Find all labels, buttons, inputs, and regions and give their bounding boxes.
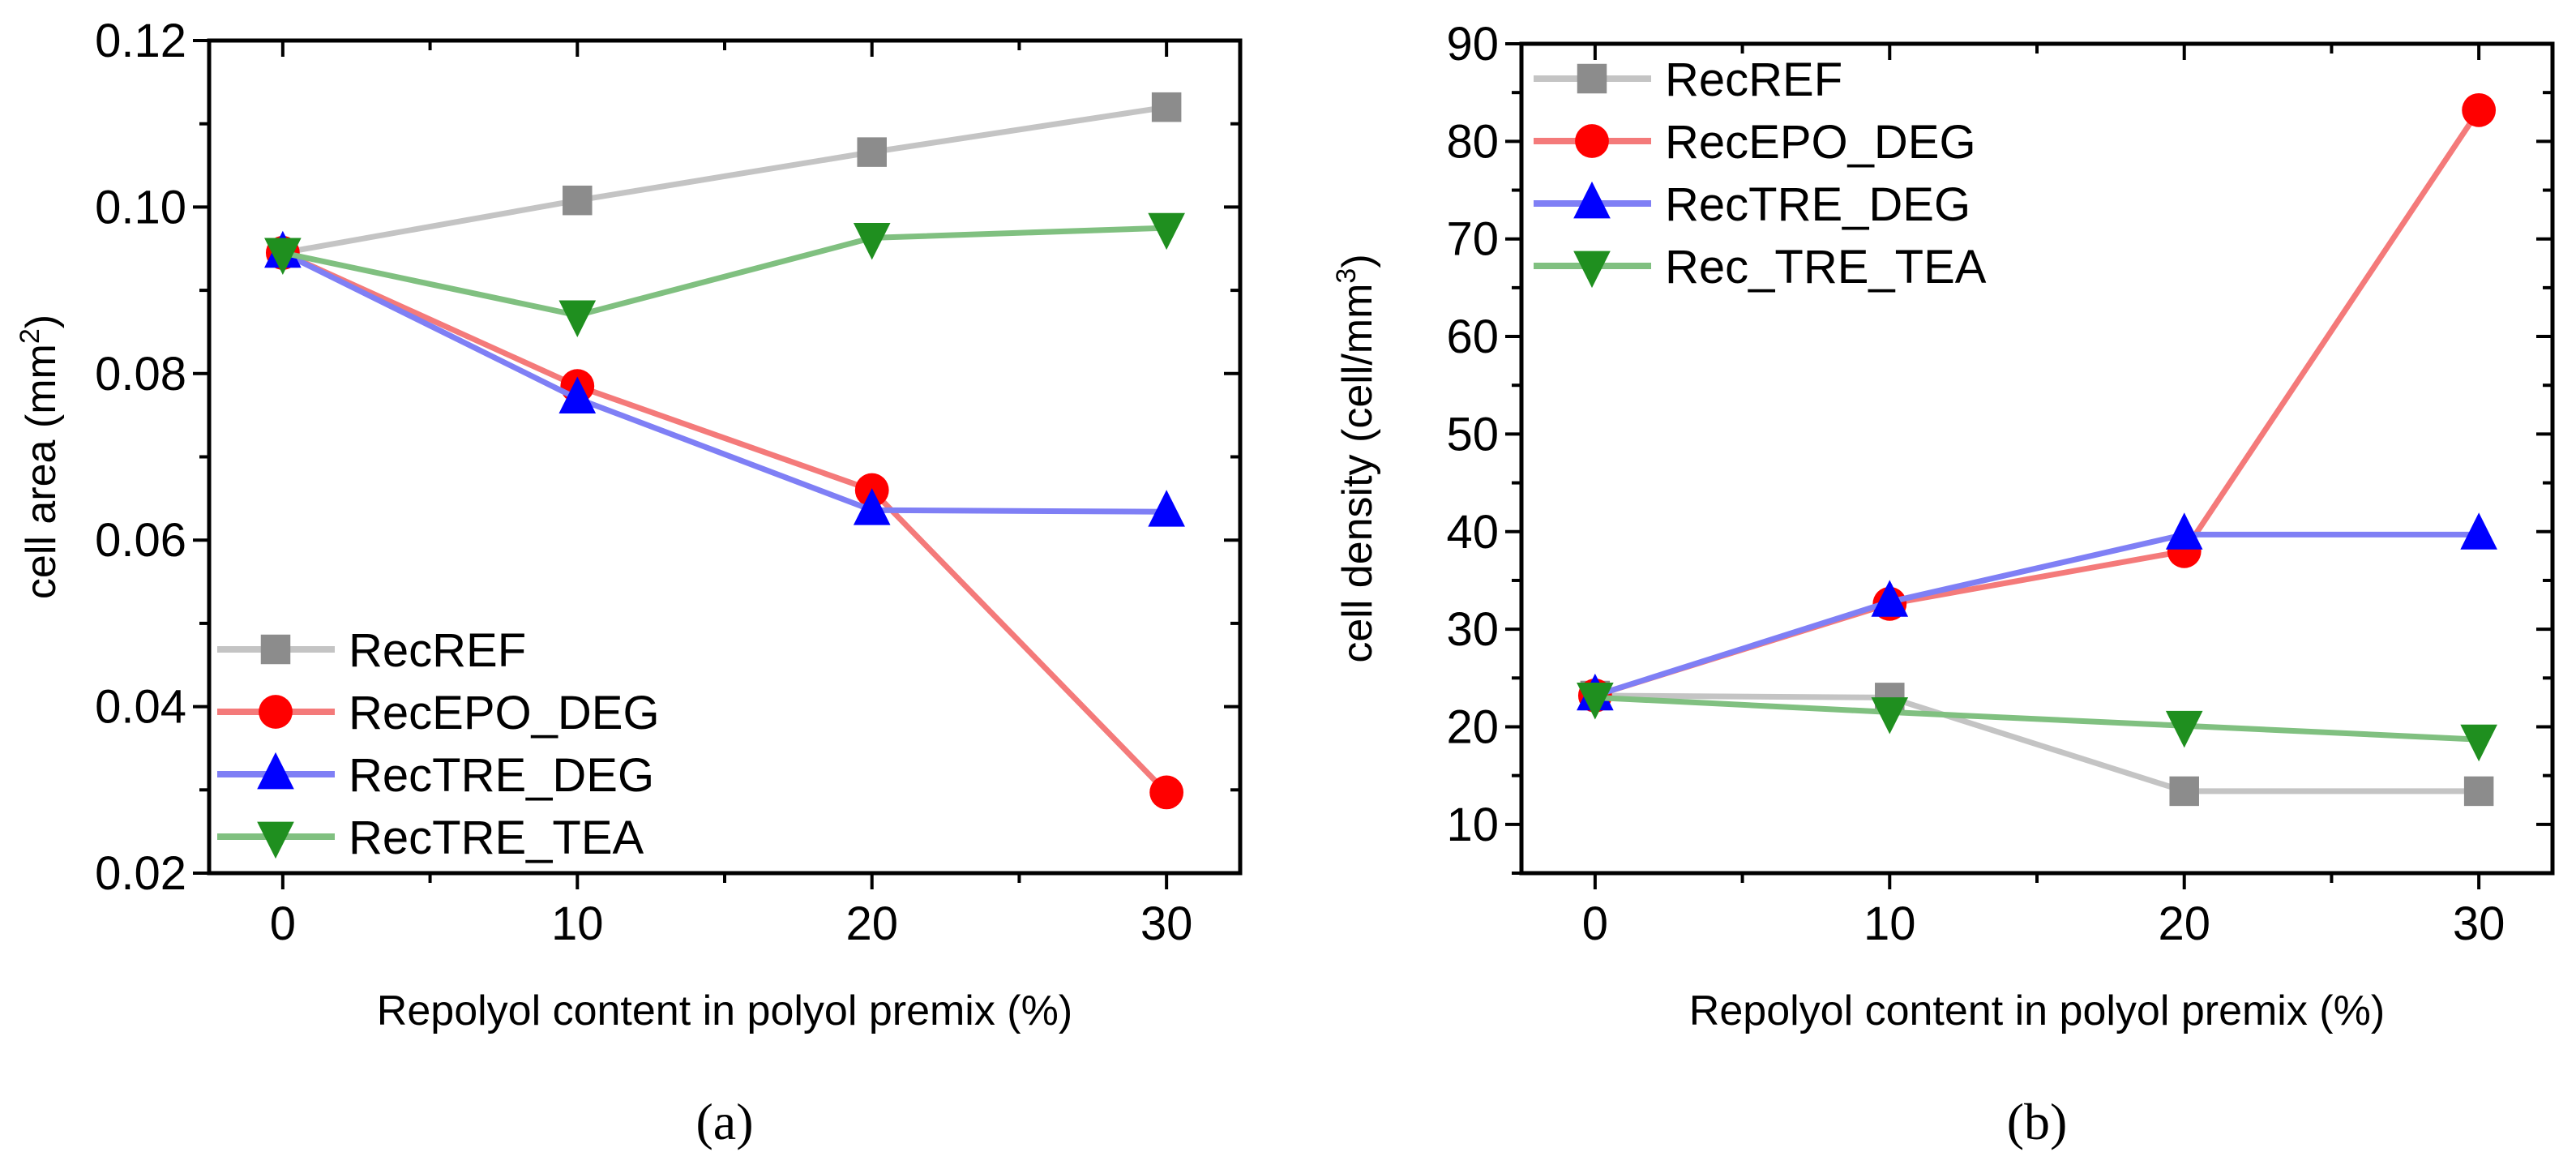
legend-label: RecTRE_TEA [349, 812, 644, 864]
data-point [857, 137, 887, 167]
legend-marker [1573, 181, 1611, 219]
y-axis-label: cell density (cell/mm3) [1331, 254, 1381, 662]
x-tick-label: 10 [551, 897, 604, 950]
legend-item: RecREF [1534, 54, 1842, 106]
y-tick-label: 20 [1446, 700, 1499, 753]
legend-label: RecREF [349, 624, 526, 677]
legend-marker [257, 752, 294, 790]
data-point [2169, 776, 2199, 807]
y-tick-label: 30 [1446, 603, 1499, 656]
chart-cell-area: 0 10 20 30 0.02 0.04 0.06 0.08 0.10 0.12 Repolyol … [15, 15, 1243, 1150]
data-point [264, 238, 302, 275]
legend-marker [1577, 63, 1607, 94]
legend: RecREF RecEPO_DEG RecTRE_DEG RecTRE_TEA [217, 624, 660, 864]
y-tick-label: 90 [1446, 18, 1499, 71]
data-point [1149, 775, 1184, 810]
legend-item: RecTRE_DEG [1534, 178, 1971, 231]
data-point [2165, 710, 2203, 748]
y-tick-label: 60 [1446, 311, 1499, 363]
y-tick-label: 0.10 [95, 181, 186, 233]
data-point [853, 223, 891, 260]
data-point [1151, 92, 1182, 122]
x-tick-label: 30 [1140, 897, 1193, 950]
chart-cell-density: 0 10 20 30 10 20 30 40 50 60 70 80 90 Repolyol conten… [1331, 18, 2555, 1150]
series-rectre-tea [264, 212, 1185, 338]
legend-label: RecREF [1665, 54, 1842, 106]
series-line [282, 104, 1167, 256]
data-point [563, 185, 593, 216]
y-tick-label: 50 [1446, 408, 1499, 460]
series-line [1594, 694, 2480, 743]
x-axis-label: Repolyol content in polyol premix (%) [377, 987, 1072, 1034]
y-tick-label: 10 [1446, 799, 1499, 851]
x-axis-label: Repolyol content in polyol premix (%) [1689, 987, 2385, 1034]
panel-label: (a) [695, 1093, 753, 1150]
legend-item: RecREF [217, 624, 526, 677]
panel-label: (b) [2007, 1093, 2068, 1150]
y-axis-label: cell area (mm2) [15, 315, 65, 599]
legend-label: Rec_TRE_TEA [1665, 241, 1987, 293]
legend-item: RecTRE_DEG [217, 749, 654, 802]
legend: RecREF RecEPO_DEG RecTRE_DEG Rec_TRE_TEA [1534, 54, 1987, 293]
y-tick-label: 0.02 [95, 847, 186, 900]
data-point [558, 300, 597, 338]
data-point [853, 488, 891, 525]
series-rectre-deg [1577, 512, 2497, 711]
x-tick-label: 20 [2158, 897, 2210, 950]
x-tick-label: 20 [845, 897, 898, 950]
legend-item: Rec_TRE_TEA [1534, 241, 1987, 293]
legend-marker [1575, 124, 1609, 158]
legend-marker [1573, 251, 1611, 289]
legend-marker [259, 695, 293, 729]
data-point [1148, 212, 1185, 251]
series-line [282, 225, 1167, 319]
data-point [2463, 776, 2494, 807]
y-tick-label: 0.06 [95, 514, 186, 567]
data-point [558, 376, 597, 413]
x-tick-label: 0 [270, 897, 296, 950]
legend-marker [260, 634, 291, 665]
legend-label: RecTRE_DEG [1665, 178, 1971, 231]
y-tick-label: 70 [1446, 213, 1499, 266]
data-point [1577, 683, 1614, 720]
series-line [1594, 692, 2480, 795]
x-tick-label: 0 [1582, 897, 1608, 950]
series-recref [1580, 680, 2494, 807]
y-tick-label: 40 [1446, 506, 1499, 559]
data-point [1148, 490, 1185, 527]
legend-item: RecEPO_DEG [1534, 116, 1976, 169]
series-recref [267, 92, 1182, 268]
legend-label: RecTRE_DEG [349, 749, 654, 802]
series-line [281, 250, 1169, 795]
series-line [1594, 531, 2480, 699]
y-tick-label: 80 [1446, 115, 1499, 168]
legend-label: RecEPO_DEG [1665, 116, 1976, 169]
data-point [2462, 92, 2497, 127]
y-tick-label: 0.04 [95, 681, 186, 734]
data-point [2460, 724, 2497, 762]
data-point [2460, 512, 2497, 550]
x-tick-label: 30 [2453, 897, 2505, 950]
legend-label: RecEPO_DEG [349, 687, 660, 739]
data-point [1871, 580, 1909, 617]
x-tick-label: 10 [1864, 897, 1916, 950]
y-tick-label: 0.08 [95, 348, 186, 400]
series-rec-tre-tea [1577, 683, 2497, 762]
legend-item: RecTRE_TEA [217, 812, 644, 864]
series-rectre-deg [264, 230, 1185, 527]
legend-item: RecEPO_DEG [217, 687, 660, 739]
legend-marker [257, 821, 294, 859]
data-point [1871, 697, 1909, 735]
y-tick-label: 0.12 [95, 15, 186, 67]
series-line [281, 250, 1167, 515]
data-point [2165, 512, 2203, 550]
